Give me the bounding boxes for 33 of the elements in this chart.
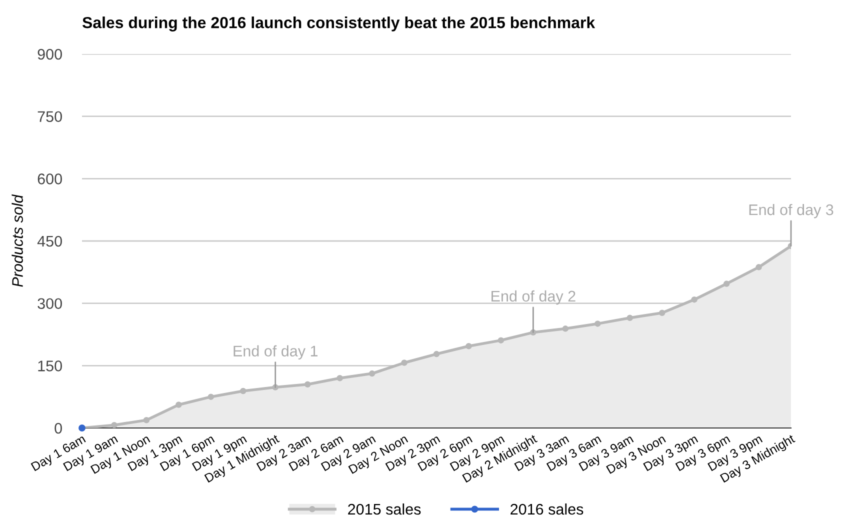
point <box>304 381 311 388</box>
point <box>111 422 118 428</box>
y-tick-label: 0 <box>54 422 62 434</box>
point <box>498 337 504 344</box>
legend-label: 2015 sales <box>348 503 421 515</box>
point <box>466 343 472 350</box>
point <box>433 350 440 358</box>
y-tick-label: 150 <box>38 360 62 372</box>
point <box>723 280 730 287</box>
y-tick-label: 300 <box>38 298 62 310</box>
y-tick-label: 450 <box>37 236 62 247</box>
legend-label: 2016 sales <box>510 503 584 515</box>
point <box>594 320 601 327</box>
point <box>658 310 666 316</box>
annotation: End of day 1 <box>234 345 318 360</box>
point <box>208 394 214 400</box>
annotation: End of day 3 <box>749 204 834 218</box>
point <box>368 370 376 377</box>
point <box>626 314 633 322</box>
y-tick-label: 600 <box>38 174 62 184</box>
point <box>401 360 408 366</box>
point <box>240 388 246 394</box>
y-tick-label: 900 <box>38 48 62 60</box>
point <box>756 264 762 270</box>
point <box>691 296 698 303</box>
chart-title: Sales during the 2016 launch consistently beat the 2015 benchmark <box>82 16 596 32</box>
y-axis-title: Products sold <box>12 194 23 287</box>
annotation: End of day 2 <box>492 290 576 305</box>
point <box>143 416 150 424</box>
point <box>562 326 569 332</box>
point <box>336 375 343 382</box>
y-tick-label: 750 <box>38 111 62 122</box>
point <box>176 402 182 408</box>
